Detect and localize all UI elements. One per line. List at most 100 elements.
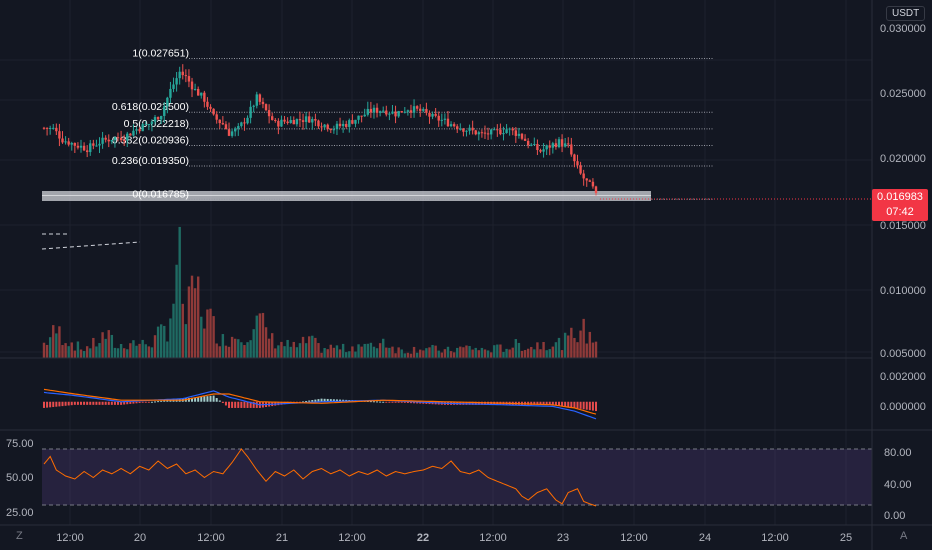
candle-body <box>261 101 265 105</box>
volume-bar <box>462 347 465 358</box>
volume-bar <box>311 335 314 358</box>
candle-body <box>172 84 175 89</box>
candle-body <box>582 173 585 179</box>
timezone-toggle[interactable]: Z <box>16 530 23 542</box>
time-axis[interactable]: 12:00 20 12:00 21 12:00 22 12:00 23 12:00 24 12:00… <box>56 532 852 544</box>
volume-bar <box>335 345 339 358</box>
macd-signal-line <box>43 388 597 415</box>
candle-body <box>554 143 558 148</box>
macd-histogram-bar <box>58 401 61 407</box>
macd-histogram-bar <box>332 399 335 402</box>
macd-histogram-bar <box>376 401 379 403</box>
macd-histogram-bar <box>588 401 591 411</box>
volume-bar <box>141 339 144 358</box>
candle-body <box>169 88 172 98</box>
volume-bar <box>557 337 561 358</box>
candle-body <box>135 129 138 131</box>
volume-bar <box>215 343 218 358</box>
macd-histogram-bar <box>113 401 116 405</box>
candle-body <box>45 127 49 129</box>
candle-body <box>496 129 499 131</box>
rsi-band-background <box>42 449 872 505</box>
volume-bar <box>73 350 77 358</box>
volume-bar <box>400 349 403 358</box>
candle-body <box>76 145 80 148</box>
candle-body <box>274 119 277 121</box>
candle-body <box>560 139 564 147</box>
macd-histogram-bar <box>591 401 594 411</box>
volume-bar <box>345 352 348 358</box>
candle-body <box>419 108 422 111</box>
candle-body <box>184 75 188 77</box>
macd-histogram-bar <box>385 401 388 403</box>
macd-histogram-bar <box>110 401 113 405</box>
macd-histogram-bar <box>123 401 126 405</box>
volume-bar <box>489 352 493 358</box>
macd-histogram-bar <box>64 401 67 406</box>
volume-bar <box>372 346 376 358</box>
macd-histogram-bar <box>533 401 536 405</box>
volume-bar <box>295 347 299 358</box>
volume-bar <box>70 342 73 358</box>
volume-bar <box>397 347 400 358</box>
price-axis[interactable]: 0.030000 0.025000 0.020000 0.015000 0.010000… <box>880 23 926 360</box>
auto-scale-toggle[interactable]: A <box>900 530 908 542</box>
volume-bar <box>212 316 215 358</box>
candle-body <box>514 130 518 136</box>
macd-histogram-bar <box>234 401 237 408</box>
price-candles[interactable] <box>42 64 598 196</box>
last-price-badge: 0.016983 07:42 <box>872 189 928 221</box>
volume-bar <box>360 346 363 358</box>
volume-bar <box>98 343 101 358</box>
bar-countdown: 07:42 <box>886 206 914 218</box>
volume-bar <box>576 342 579 358</box>
axis-label: 0.015000 <box>880 220 926 232</box>
volume-bar <box>175 264 178 358</box>
candle-body <box>526 140 530 146</box>
volume-bar <box>471 349 474 358</box>
macd-histogram-bar <box>129 401 132 404</box>
candle-body <box>354 119 357 124</box>
macd-histogram-bar <box>542 401 545 405</box>
candle-body <box>542 149 545 152</box>
volume-bar <box>456 347 459 358</box>
macd-histogram-bar <box>391 401 394 403</box>
macd-histogram-bar <box>150 401 153 403</box>
volume-bar <box>409 353 413 358</box>
candle-body <box>363 114 366 117</box>
macd-histogram-bar <box>471 401 474 405</box>
currency-badge[interactable]: USDT <box>886 6 926 21</box>
volume-bar <box>452 352 456 358</box>
dashed-line-2[interactable] <box>41 241 141 250</box>
volume-bar <box>320 352 323 358</box>
volume-bar <box>354 351 357 358</box>
volume-bar <box>169 318 172 358</box>
candle-body <box>462 128 465 132</box>
macd-histogram-bar <box>323 398 326 402</box>
volume-bar <box>193 288 197 358</box>
macd-histogram-bar <box>98 401 101 405</box>
axis-label: 0.030000 <box>880 23 926 35</box>
volume-bar <box>92 337 95 358</box>
fib-level-label: 1(0.027651) <box>132 47 189 59</box>
candle-body <box>320 126 323 128</box>
candle-body <box>129 133 132 136</box>
candle-body <box>591 181 595 187</box>
volume-bar <box>533 349 536 358</box>
axis-label: 0.000000 <box>880 401 926 413</box>
volume-bar <box>172 303 175 358</box>
macd-histogram-bar <box>394 401 397 403</box>
candle-body <box>517 133 521 136</box>
volume-bar <box>474 347 477 358</box>
candle-body <box>58 131 61 139</box>
candle-body <box>341 123 345 127</box>
macd-axis[interactable]: 0.002000 0.000000 <box>880 371 926 413</box>
candle-body <box>107 139 110 142</box>
rsi-axis[interactable]: 80.00 40.00 0.00 <box>884 447 912 522</box>
volume-bar <box>233 338 237 358</box>
macd-histogram-bar <box>305 400 308 402</box>
time-axis-label: 12:00 <box>479 532 507 544</box>
macd-histogram-bar <box>246 401 249 408</box>
candle-body <box>329 129 332 131</box>
